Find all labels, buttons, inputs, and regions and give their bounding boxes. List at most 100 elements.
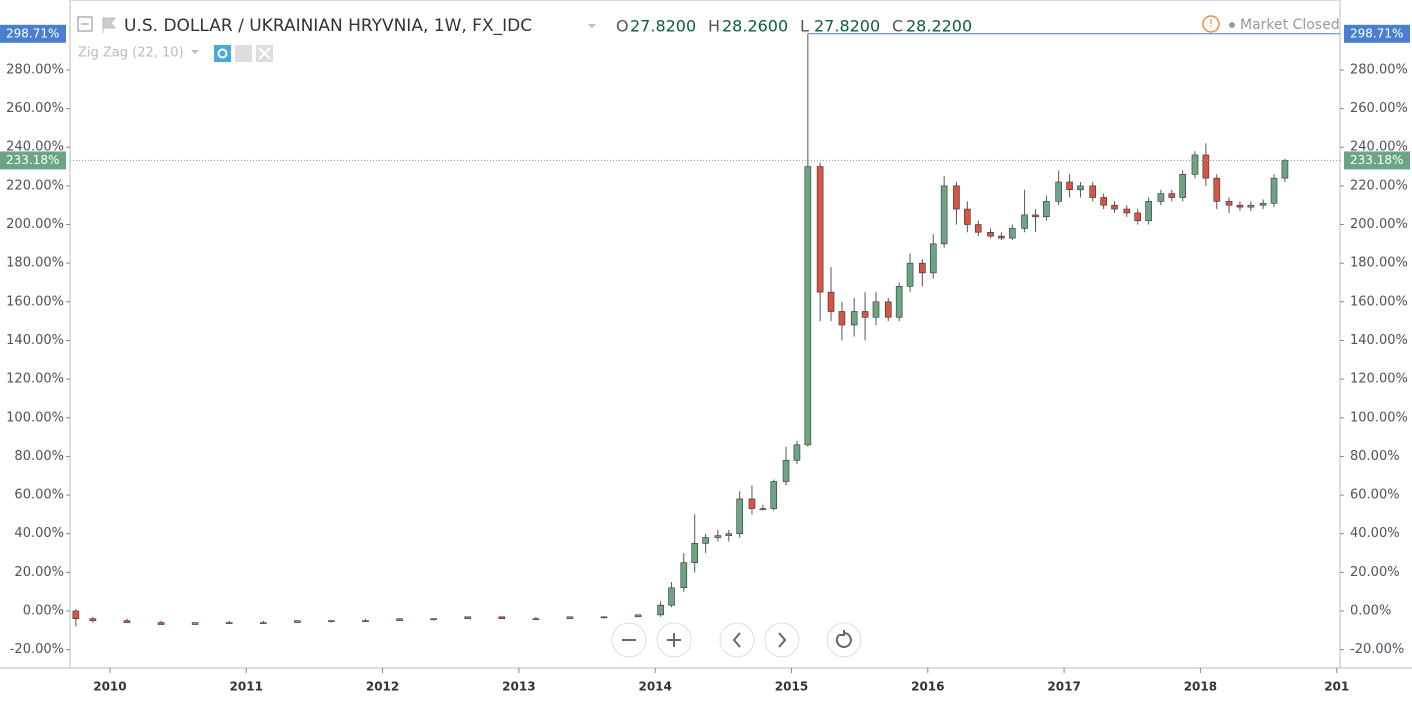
candle-body [906,262,914,287]
candle-body [782,459,790,482]
candle-body [1066,181,1073,191]
y-tick-label-right: 260.00% [1350,101,1408,116]
candle-body [1213,177,1221,202]
last-badge [0,151,66,170]
candle-body [702,537,709,544]
candle-body [872,301,880,318]
candle-body [850,311,858,326]
chart-title: U.S. DOLLAR / UKRAINIAN HRYVNIA, 1W, FX_… [124,16,532,36]
candle-body [1009,228,1016,239]
x-tick-label: 201 [1324,680,1349,694]
y-tick-label-right: 100.00% [1350,410,1408,425]
ohlc-key: H [708,17,720,36]
candle-body [929,243,937,274]
candle-body [123,620,131,623]
candle-body [736,498,743,535]
candle-body [430,618,437,621]
candle-body [1145,201,1152,221]
y-tick-label: 160.00% [6,294,64,309]
candle-body [770,481,778,509]
y-tick-label-right: -20.00% [1350,642,1404,657]
candle-body [987,231,994,237]
eye-icon [217,48,228,59]
candle-body [691,543,699,563]
candle-body [1225,201,1233,206]
candle-body [89,618,97,621]
candle-body [634,614,642,618]
y-tick-label-right: 160.00% [1350,294,1408,309]
candle-body [884,301,892,318]
candle-body [1247,204,1255,208]
zoom-in-button[interactable] [656,622,692,658]
candle-body [827,291,835,312]
reset-button[interactable] [826,622,862,658]
candle-body [1043,201,1050,218]
candle-body [1157,193,1165,202]
warning-icon[interactable] [1202,15,1220,33]
settings-button[interactable] [235,45,252,62]
y-tick-label-right: 0.00% [1350,603,1391,618]
x-tick-label: 2017 [1047,680,1080,694]
candle-body [396,618,403,621]
ohlc-key: C [892,17,903,36]
scroll-left-button[interactable] [719,622,755,658]
y-tick-label: 240.00% [6,140,64,155]
candle-body [1089,185,1097,198]
y-tick-label: 180.00% [6,256,64,271]
candle-body [657,604,664,616]
candle-body [1077,185,1084,191]
x-tick-label: 2015 [775,680,808,694]
candle-body [714,535,722,538]
y-tick-label-right: 240.00% [1350,140,1408,155]
visibility-button[interactable] [214,45,231,62]
x-tick-label: 2013 [502,680,535,694]
candle-body [964,208,971,225]
warning-mark: ! [1209,17,1213,30]
high-badge [1344,24,1410,43]
collapse-icon[interactable] [77,16,93,32]
y-tick-label-right: 20.00% [1350,565,1400,580]
y-tick-label-right: 200.00% [1350,217,1408,232]
candle-body [1191,154,1199,175]
y-tick-label: 40.00% [14,526,64,541]
y-tick-label-right: 60.00% [1350,488,1400,503]
scroll-right-button[interactable] [764,622,800,658]
candle-body [1100,197,1107,206]
candle-body [1270,177,1278,204]
y-tick-label: 60.00% [14,488,64,503]
y-tick-label: 200.00% [6,217,64,232]
y-tick-label: 280.00% [6,62,64,77]
layer: -20.00% -20.00% 0.00% 0.00% 20.00% 20.00% 40.0… [0,24,1410,694]
candle-body [940,185,948,245]
candle-body [1021,214,1028,229]
y-tick-label: 20.00% [14,565,64,580]
indicator-name: Zig Zag (22, 10) [78,46,184,61]
candle-body [725,533,733,536]
candle-body [225,622,233,624]
y-tick-label: -20.00% [10,642,64,657]
flag-icon[interactable] [102,17,117,33]
ohlc-value: 27.8200 [814,17,880,36]
last-badge [1344,151,1410,170]
nav-buttons [611,622,862,658]
high-badge [0,24,66,43]
last-badge-label: 233.18% [6,153,59,167]
ohlc-key: L [800,17,809,36]
candle-body [1259,202,1267,206]
zoom-out-button[interactable] [611,622,647,658]
dropdown-caret[interactable] [191,50,199,54]
candle-body [759,508,767,510]
candle-body [1134,212,1142,221]
y-tick-label-right: 40.00% [1350,526,1400,541]
candle-body [1168,193,1176,198]
dropdown-caret[interactable] [588,24,596,28]
market-status: Market Closed [1240,17,1340,33]
x-tick-label: 2014 [638,680,671,694]
y-tick-label: 0.00% [23,603,64,618]
y-tick-label: 260.00% [6,101,64,116]
candle-body [362,620,369,622]
candle-body [259,622,267,624]
y-tick-label-right: 280.00% [1350,62,1408,77]
candle-body [793,444,801,461]
candle-body [1202,154,1210,179]
